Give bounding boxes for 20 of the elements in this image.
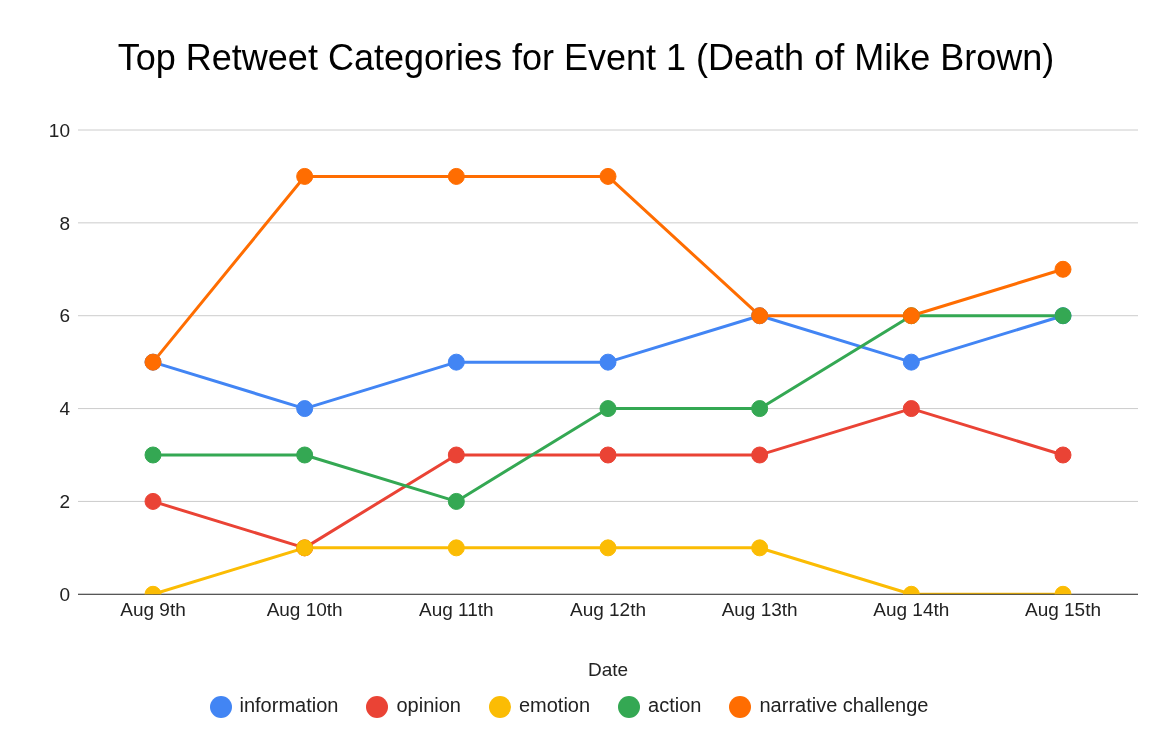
y-tick-label: 4 — [59, 398, 71, 420]
y-tick-label: 8 — [59, 212, 70, 234]
legend-label: opinion — [396, 694, 461, 717]
x-tick-label: Aug 14th — [873, 598, 950, 620]
legend-label: narrative challenge — [759, 694, 929, 717]
legend-label: emotion — [518, 694, 591, 717]
x-tick-label: Aug 11th — [419, 598, 494, 620]
legend-label: action — [648, 694, 702, 717]
x-tick-label: Aug 12th — [569, 598, 647, 620]
x-axis-title: Date — [587, 659, 629, 681]
chart-title: Top Retweet Categories for Event 1 (Death of Mike Brown) — [116, 36, 1056, 80]
y-tick-label: 6 — [59, 305, 70, 327]
x-tick-label: Aug 10th — [266, 598, 343, 620]
x-tick-label: Aug 15th — [1024, 598, 1102, 620]
x-tick-label: Aug 13th — [721, 598, 798, 620]
legend-label: information — [239, 694, 339, 717]
x-tick-label: Aug 9th — [120, 598, 186, 620]
y-tick-label: 2 — [59, 491, 70, 513]
y-tick-label: 10 — [48, 119, 70, 141]
y-tick-label: 0 — [59, 584, 70, 606]
